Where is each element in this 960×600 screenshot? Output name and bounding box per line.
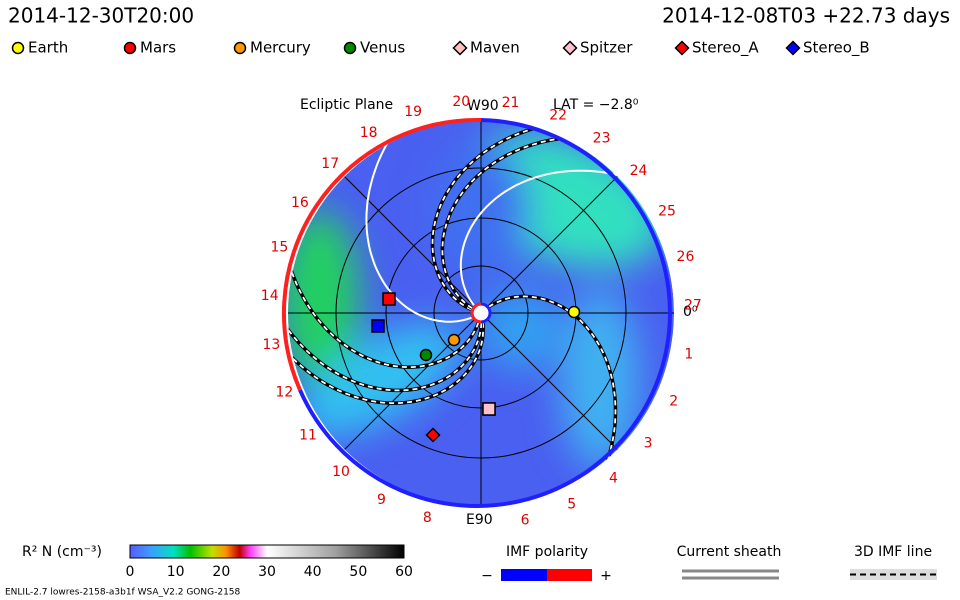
sim-time: 2014-12-30T20:00 [8,4,194,28]
longitude-label: 12 [276,384,294,400]
legend-marker [11,41,25,55]
legend-label: Earth [28,39,68,57]
imf-minus: − [481,568,493,584]
body-marker [419,348,433,362]
imf-plus: + [600,568,612,584]
longitude-label: 22 [549,108,567,124]
longitude-label: 25 [658,203,676,219]
zero-label: 0⁰ [683,304,698,320]
sheath-line [459,169,622,307]
longitude-label: 11 [299,428,317,444]
legend-label: Maven [470,39,520,57]
colorbar-tick: 40 [304,564,322,580]
longitude-label: 3 [644,436,653,452]
imf-negative [501,569,547,581]
legend-label: Mercury [250,39,311,57]
legend-label: Mars [140,39,176,57]
body-marker [482,402,496,416]
legend-marker [785,40,801,56]
imf-line-dash [288,322,483,392]
longitude-label: 13 [263,337,281,353]
legend-marker [123,41,137,55]
longitude-label: 5 [567,497,576,513]
imf-positive [547,569,592,581]
longitude-label: 23 [593,131,611,147]
longitude-label: 16 [291,195,309,211]
colorbar-tick: 60 [395,564,413,580]
body-marker [567,305,581,319]
colorbar-tick: 0 [126,564,135,580]
legend-label: Stereo_B [803,39,870,58]
longitude-label: 17 [321,156,339,172]
longitude-label: 14 [261,288,279,304]
colorbar-label: R² N (cm⁻³) [22,544,102,560]
longitude-label: 8 [423,510,432,526]
negative-sector-rim [298,118,672,508]
colorbar-tick: 50 [349,564,367,580]
longitude-label: 19 [404,104,422,120]
body-marker [371,319,385,333]
imf3d-label: 3D IMF line [854,544,932,560]
imf-line-dash [441,136,569,310]
sheath-label: Current sheath [677,544,782,560]
imf-line-dash [288,322,485,404]
longitude-label: 21 [502,95,520,111]
legend-marker [452,40,468,56]
legend-marker [343,41,357,55]
longitude-label: 2 [669,393,678,409]
longitude-label: 20 [452,94,470,110]
longitude-label: 4 [609,471,618,487]
longitude-label: 6 [521,512,530,528]
legend-marker [674,40,690,56]
longitude-label: 1 [684,347,693,363]
positive-sector-rim [281,117,482,391]
footer: ENLIL-2.7 lowres-2158-a3b1f WSA_V2.2 GON… [5,588,241,598]
longitude-label: 24 [630,163,648,179]
imf-line-dash [488,295,617,464]
legend-marker [233,41,247,55]
longitude-label: 9 [377,492,386,508]
sheath-line [365,139,473,323]
legend-label: Venus [360,39,405,57]
lat-label: LAT = −2.8⁰ [553,97,639,113]
bottom-label: E90 [466,512,493,528]
ref-time: 2014-12-08T03 +22.73 days [662,4,950,28]
longitude-label: 15 [270,239,288,255]
imf-label: IMF polarity [506,544,588,560]
imf-line-dash [431,125,542,311]
colorbar-tick: 30 [258,564,276,580]
legend-label: Stereo_A [692,39,759,58]
legend: Earth Mars Mercury Venus Maven Spitzer Stereo_… [11,39,870,58]
top-label: W90 [467,98,499,114]
legend-label: Spitzer [580,39,633,57]
longitude-label: 26 [677,249,695,265]
colorbar-tick: 20 [212,564,230,580]
body-marker [382,292,396,306]
plot-title: Ecliptic Plane [300,97,393,113]
imf-line-dash [289,267,480,368]
colorbar-tick: 10 [167,564,185,580]
legend-marker [562,40,578,56]
longitude-label: 18 [360,125,378,141]
sun-sector [470,302,482,324]
body-marker [447,333,461,347]
longitude-label: 10 [332,464,350,480]
longitude-label: 27 [684,298,702,314]
colorbar [129,544,405,559]
body-marker [425,427,441,443]
